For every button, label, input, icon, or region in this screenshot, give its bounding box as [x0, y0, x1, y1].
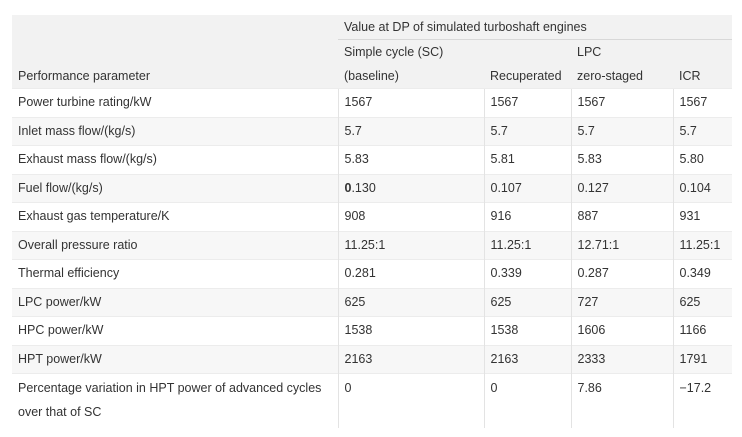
cell-sc-rest: .130	[351, 180, 376, 195]
table-row: Exhaust gas temperature/K 908 916 887 93…	[12, 202, 732, 231]
row-param: Percentage variation in HPT power of adv…	[12, 373, 338, 428]
table-row: Thermal efficiency 0.281 0.339 0.287 0.3…	[12, 259, 732, 288]
cell-lpc: 5.83	[570, 145, 673, 174]
header-group-label: Value at DP of simulated turboshaft engi…	[338, 15, 732, 40]
cell-lpc: 0.127	[570, 173, 673, 203]
header-col4-line2: ICR	[679, 69, 701, 83]
header-col1-line2: (baseline)	[344, 69, 399, 83]
header-col3-line2: zero-staged	[577, 69, 644, 83]
row-param: Thermal efficiency	[12, 259, 338, 288]
row-param: Power turbine rating/kW	[12, 88, 338, 117]
cell-sc: 1567	[337, 88, 484, 117]
row-param: Overall pressure ratio	[12, 230, 338, 260]
cell-lpc: 1606	[570, 316, 673, 345]
header-blank-2	[12, 40, 338, 65]
cell-lpc: 0.287	[570, 259, 673, 288]
table-row: HPT power/kW 2163 2163 2333 1791	[12, 344, 732, 374]
cell-lpc: 727	[570, 287, 673, 317]
cell-icr: 931	[672, 202, 732, 231]
table-row: Overall pressure ratio 11.25:1 11.25:1 1…	[12, 230, 732, 260]
cell-icr: 1791	[672, 344, 732, 374]
cell-lpc: 12.71:1	[570, 230, 673, 260]
table-row: Percentage variation in HPT power of adv…	[12, 373, 732, 428]
table-row: Inlet mass flow/(kg/s) 5.7 5.7 5.7 5.7	[12, 116, 732, 146]
header-blank	[12, 15, 338, 40]
table-row: Power turbine rating/kW 1567 1567 1567 1…	[12, 88, 732, 117]
cell-sc: 1538	[337, 316, 484, 345]
row-param: Exhaust gas temperature/K	[12, 202, 338, 231]
header-param-label: Performance parameter	[18, 69, 151, 83]
row-param: Exhaust mass flow/(kg/s)	[12, 145, 338, 174]
cell-recuperated: 0.339	[483, 259, 571, 288]
cell-recuperated: 625	[483, 287, 571, 317]
header-col2-line1	[484, 40, 571, 65]
cell-sc: 0	[337, 373, 484, 428]
header-col1-line1: Simple cycle (SC)	[344, 45, 444, 59]
row-param: Inlet mass flow/(kg/s)	[12, 116, 338, 146]
cell-icr: 11.25:1	[672, 230, 732, 260]
cell-sc: 0.281	[337, 259, 484, 288]
performance-table-container: Value at DP of simulated turboshaft engi…	[12, 15, 732, 428]
cell-sc: 2163	[337, 344, 484, 374]
cell-sc: 5.7	[337, 116, 484, 146]
cell-recuperated: 2163	[483, 344, 571, 374]
cell-lpc: 2333	[570, 344, 673, 374]
cell-icr: −17.2	[672, 373, 732, 428]
cell-icr: 1166	[672, 316, 732, 345]
cell-sc: 908	[337, 202, 484, 231]
row-param: HPC power/kW	[12, 316, 338, 345]
cell-lpc: 5.7	[570, 116, 673, 146]
cell-lpc: 7.86	[570, 373, 673, 428]
table-row: HPC power/kW 1538 1538 1606 1166	[12, 316, 732, 345]
cell-recuperated: 0	[483, 373, 571, 428]
cell-sc: 625	[337, 287, 484, 317]
cell-recuperated: 916	[483, 202, 571, 231]
header-col4-line1	[673, 40, 732, 65]
table-row: Fuel flow/(kg/s) 0.130 0.107 0.127 0.104	[12, 173, 732, 203]
header-col2-line2: Recuperated	[490, 69, 562, 83]
cell-recuperated: 0.107	[483, 173, 571, 203]
cell-recuperated: 5.81	[483, 145, 571, 174]
cell-recuperated: 1538	[483, 316, 571, 345]
cell-sc: 0.130	[337, 173, 484, 203]
cell-sc-bold-prefix: 0	[344, 180, 352, 195]
cell-lpc: 887	[570, 202, 673, 231]
cell-icr: 0.349	[672, 259, 732, 288]
header-col3-line1: LPC	[577, 45, 602, 59]
performance-table: Value at DP of simulated turboshaft engi…	[12, 15, 732, 428]
cell-icr: 5.80	[672, 145, 732, 174]
table-row: Exhaust mass flow/(kg/s) 5.83 5.81 5.83 …	[12, 145, 732, 174]
cell-lpc: 1567	[570, 88, 673, 117]
row-param: HPT power/kW	[12, 344, 338, 374]
cell-recuperated: 11.25:1	[483, 230, 571, 260]
row-param: LPC power/kW	[12, 287, 338, 317]
table-row: LPC power/kW 625 625 727 625	[12, 287, 732, 317]
cell-sc: 5.83	[337, 145, 484, 174]
cell-icr: 5.7	[672, 116, 732, 146]
cell-icr: 625	[672, 287, 732, 317]
row-param: Fuel flow/(kg/s)	[12, 173, 338, 203]
cell-icr: 1567	[672, 88, 732, 117]
cell-sc: 11.25:1	[337, 230, 484, 260]
cell-recuperated: 5.7	[483, 116, 571, 146]
cell-icr: 0.104	[672, 173, 732, 203]
cell-recuperated: 1567	[483, 88, 571, 117]
